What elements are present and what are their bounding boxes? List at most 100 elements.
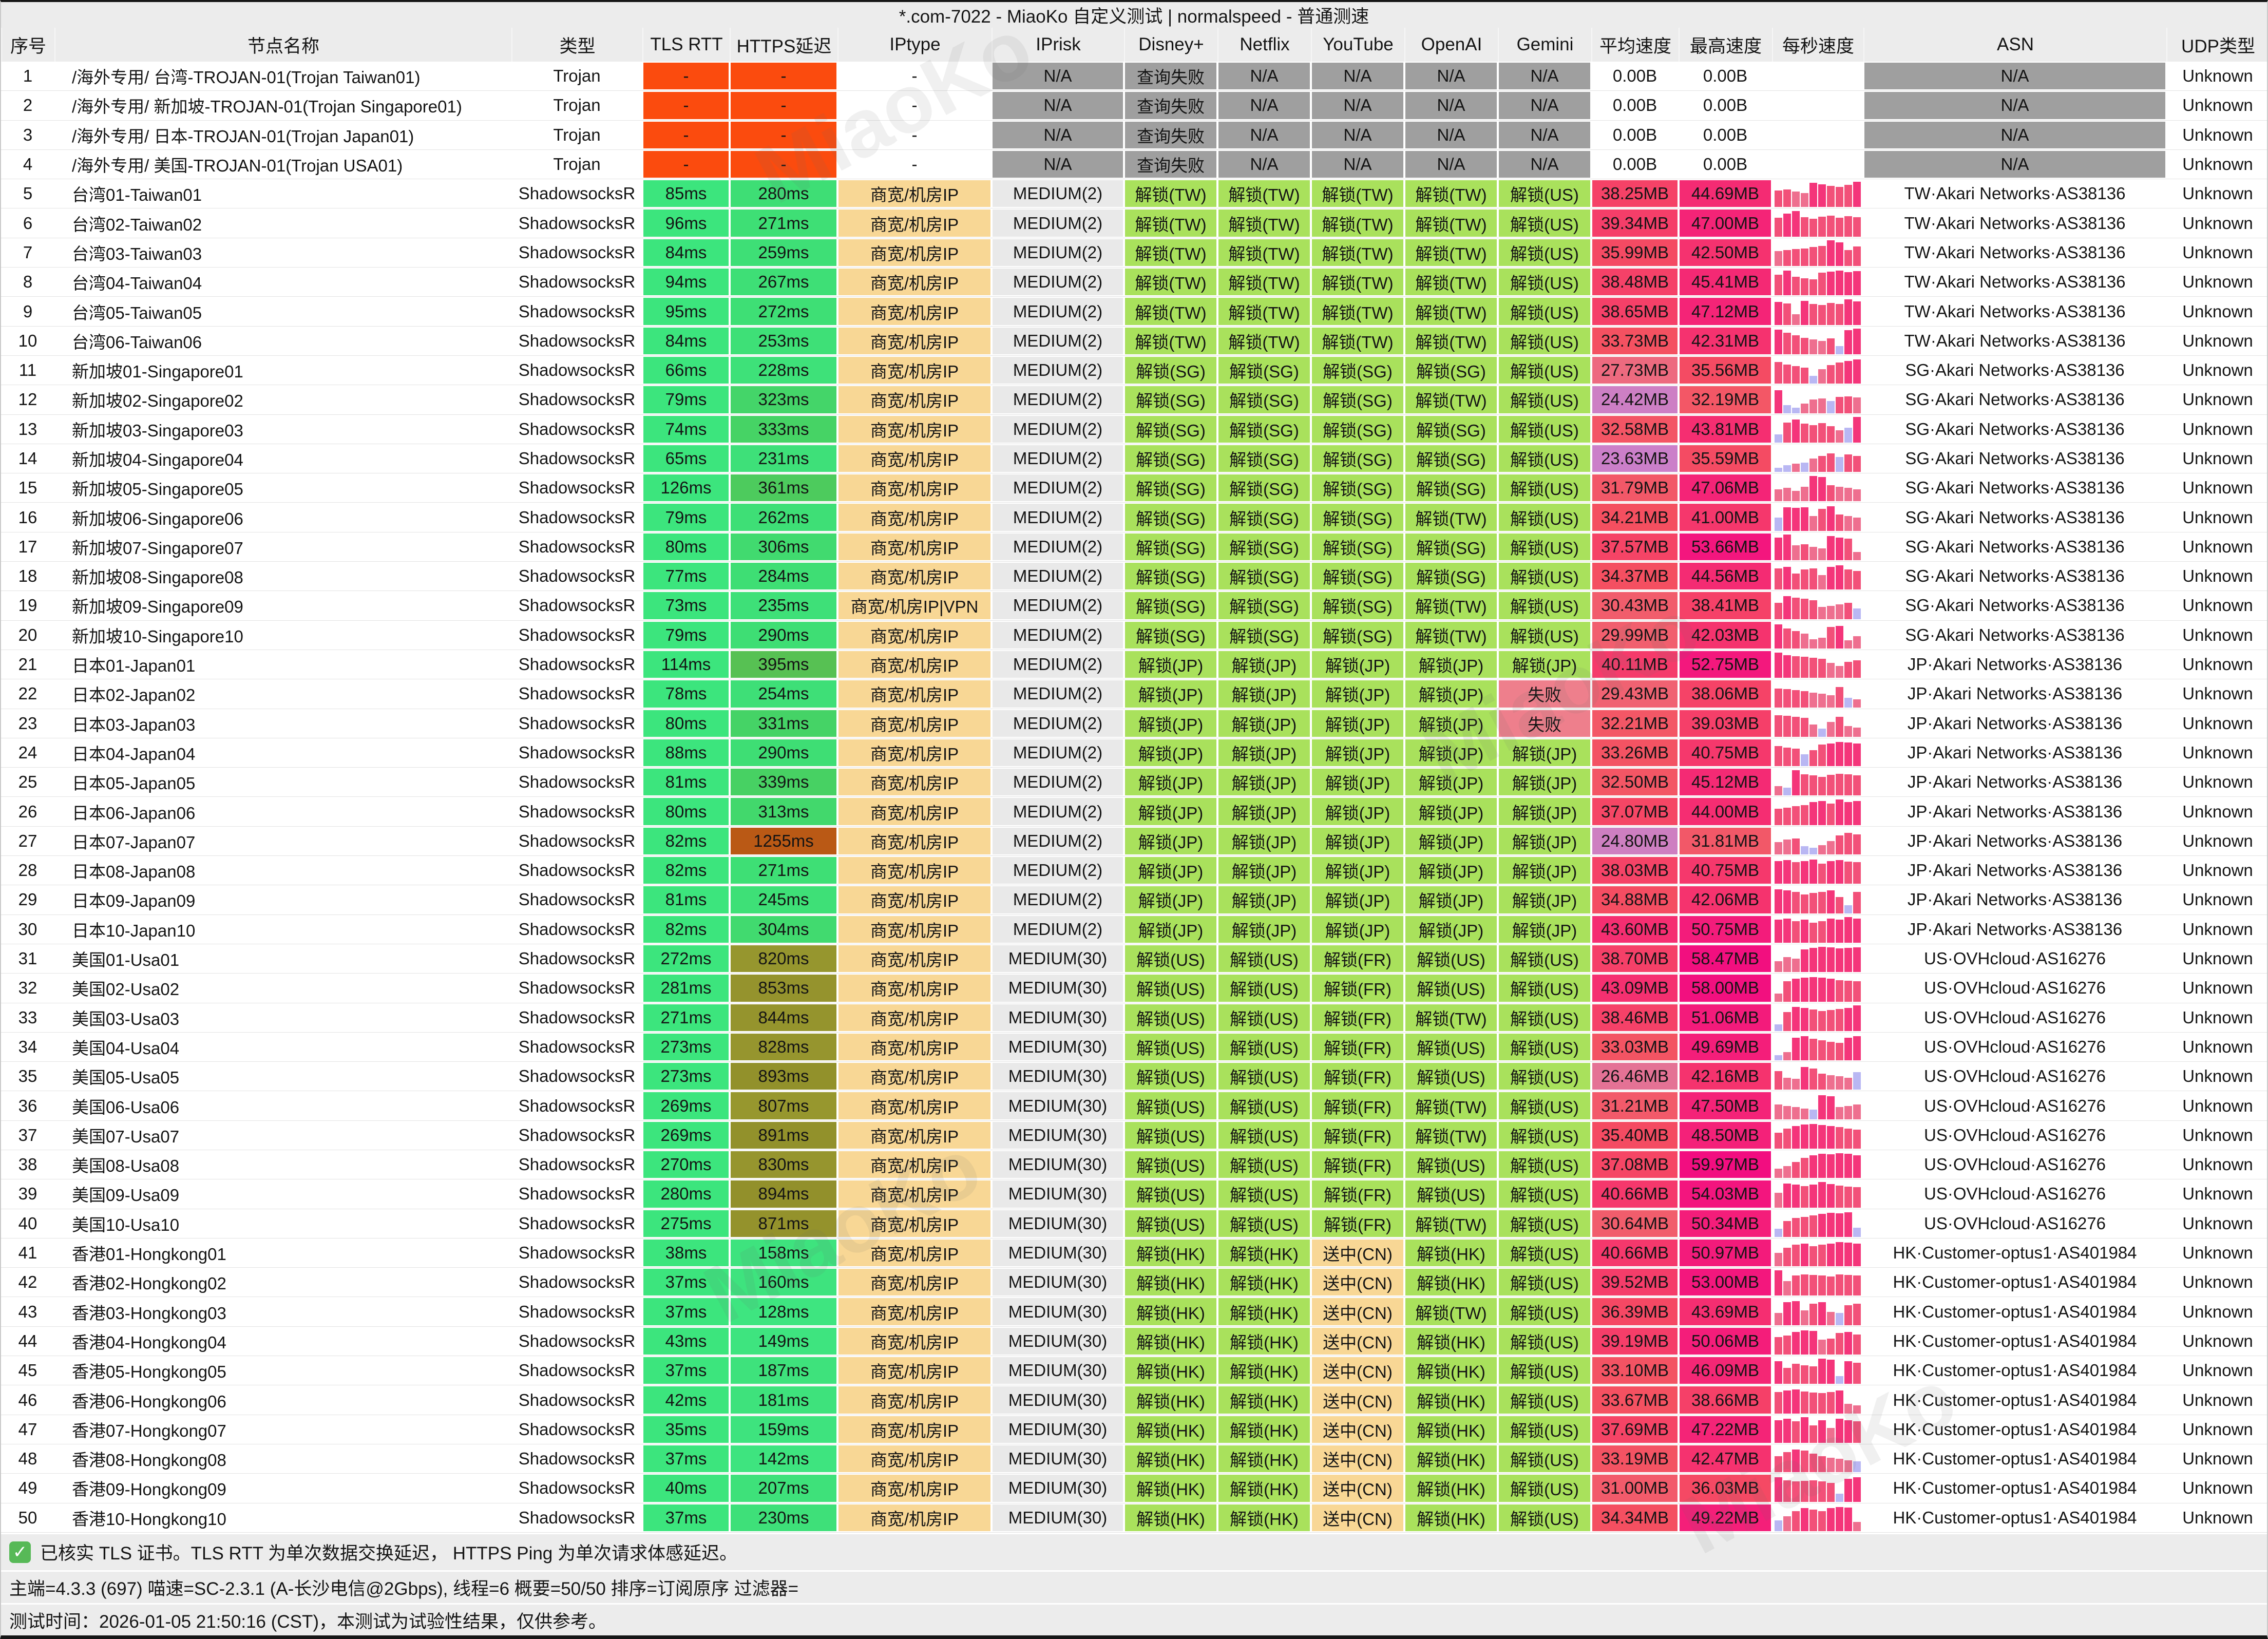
speed-bar (1818, 776, 1826, 796)
cell-gemini: 解锁(US) (1498, 473, 1591, 503)
cell-node-name: /海外专用/ 新加坡-TROJAN-01(Trojan Singapore01) (72, 97, 462, 117)
cell-udp-type: Unknown (2182, 272, 2253, 292)
speed-bar (1827, 841, 1835, 855)
cell-openai: 解锁(TW) (1404, 1209, 1498, 1238)
cell-iprisk: MEDIUM(2) (992, 297, 1124, 326)
cell-gemini: 解锁(US) (1498, 385, 1591, 414)
speed-bar (1836, 1043, 1843, 1061)
cell-type: ShadowsocksR (518, 1508, 636, 1527)
cell-gemini: 解锁(JP) (1498, 768, 1591, 797)
speed-bar (1818, 694, 1826, 708)
cell-type: ShadowsocksR (518, 713, 636, 733)
speed-bar (1844, 1479, 1852, 1502)
speed-bar (1844, 330, 1852, 354)
cell-openai: 解锁(SG) (1404, 532, 1498, 562)
cell-netflix: 解锁(TW) (1217, 268, 1311, 297)
cell-netflix: N/A (1217, 62, 1311, 91)
speed-bar (1853, 862, 1861, 884)
cell-max-speed: 47.12MB (1679, 297, 1772, 326)
cell-iptype: 商宽/机房IP (837, 1091, 992, 1120)
footer-line-3: 测试时间：2026-01-05 21:50:16 (CST)，本测试为试验性结果… (1, 1603, 2267, 1635)
column-header-iprisk: IPrisk (992, 28, 1124, 62)
cell-type: Trojan (553, 96, 601, 115)
speed-bar (1775, 993, 1782, 1002)
speed-bar (1827, 695, 1835, 708)
speed-bar (1827, 453, 1835, 472)
cell-iptype: 商宽/机房IP (837, 797, 992, 826)
speed-bar (1783, 807, 1791, 825)
cell-node-name: 日本01-Japan01 (72, 656, 196, 676)
cell-asn: JP·Akari Networks·AS38136 (1907, 919, 2123, 939)
cell-asn: US·OVHcloud·AS16276 (1923, 1155, 2106, 1174)
cell-avg-speed: 34.34MB (1591, 1503, 1679, 1532)
cell-avg-speed: 34.37MB (1591, 562, 1679, 591)
cell-tls-rtt: - (642, 62, 730, 91)
speed-bar (1801, 949, 1808, 973)
speed-bar (1844, 272, 1852, 296)
cell-avg-speed: 31.21MB (1591, 1091, 1679, 1120)
speed-bar (1792, 1481, 1800, 1502)
cell-max-speed: 42.47MB (1679, 1444, 1772, 1474)
tls-verified-check-icon: ✓ (9, 1541, 31, 1563)
speed-bar (1809, 1274, 1817, 1296)
cell-type: ShadowsocksR (518, 331, 636, 350)
cell-disney: 解锁(HK) (1124, 1238, 1217, 1268)
speed-bar (1827, 216, 1835, 237)
cell-https-latency: 231ms (730, 444, 837, 473)
cell-asn: US·OVHcloud·AS16276 (1923, 1125, 2106, 1145)
cell-youtube: 解锁(FR) (1311, 1120, 1404, 1150)
cell-asn: US·OVHcloud·AS16276 (1923, 1096, 2106, 1115)
cell-gemini: 解锁(JP) (1498, 797, 1591, 826)
cell-node-name: 新加坡04-Singapore04 (72, 450, 243, 469)
table-row: 10 台湾06-Taiwan06 ShadowsocksR 84ms 253ms 商宽/机… (1, 326, 2267, 356)
cell-disney: 解锁(TW) (1124, 268, 1217, 297)
speed-bar (1844, 539, 1852, 561)
speed-bar (1783, 1302, 1791, 1325)
speed-bar (1827, 1243, 1835, 1267)
cell-iprisk: MEDIUM(2) (992, 179, 1124, 208)
cell-node-name: 香港02-Hongkong02 (72, 1274, 226, 1293)
cell-gemini: 解锁(US) (1498, 179, 1591, 208)
speed-bar (1836, 303, 1843, 325)
cell-netflix: 解锁(SG) (1217, 414, 1311, 444)
speed-bar (1818, 1511, 1826, 1531)
cell-tls-rtt: 114ms (642, 650, 730, 679)
cell-netflix: 解锁(TW) (1217, 297, 1311, 326)
speed-bar (1801, 861, 1808, 884)
speed-bar (1809, 847, 1817, 855)
speed-bar (1792, 979, 1800, 1002)
cell-speed-bars (1772, 238, 1863, 267)
cell-tls-rtt: 281ms (642, 974, 730, 1003)
column-header-nf: Netflix (1217, 28, 1311, 62)
cell-disney: 解锁(TW) (1124, 238, 1217, 268)
speed-bar (1783, 1281, 1791, 1296)
cell-tls-rtt: 88ms (642, 738, 730, 768)
cell-https-latency: 323ms (730, 385, 837, 414)
cell-avg-speed: 39.52MB (1591, 1268, 1679, 1297)
cell-https-latency: 235ms (730, 591, 837, 620)
cell-avg-speed: 24.42MB (1591, 385, 1679, 414)
cell-avg-speed: 37.69MB (1591, 1415, 1679, 1444)
speed-bar (1809, 1185, 1817, 1208)
speed-bar (1853, 1072, 1861, 1090)
cell-asn: TW·Akari Networks·AS38136 (1904, 272, 2126, 292)
cell-asn: JP·Akari Networks·AS38136 (1907, 831, 2123, 850)
speed-bar (1783, 628, 1791, 649)
speed-bar (1827, 1508, 1835, 1531)
cell-gemini: 解锁(US) (1498, 974, 1591, 1003)
speed-bar (1801, 424, 1808, 443)
speed-bar (1827, 426, 1835, 443)
cell-netflix: 解锁(US) (1217, 1003, 1311, 1032)
speed-bar (1853, 1461, 1861, 1473)
speed-bar (1775, 1420, 1782, 1443)
cell-max-speed: 44.00MB (1679, 797, 1772, 826)
cell-index: 23 (18, 713, 37, 733)
cell-speed-bars (1772, 503, 1863, 531)
cell-gemini: 解锁(JP) (1498, 738, 1591, 768)
cell-node-name: 香港03-Hongkong03 (72, 1303, 226, 1323)
speed-bar (1809, 639, 1817, 649)
cell-udp-type: Unknown (2182, 1037, 2253, 1056)
speed-bar (1844, 1460, 1852, 1473)
cell-index: 31 (18, 949, 37, 968)
speed-bar (1836, 363, 1843, 384)
